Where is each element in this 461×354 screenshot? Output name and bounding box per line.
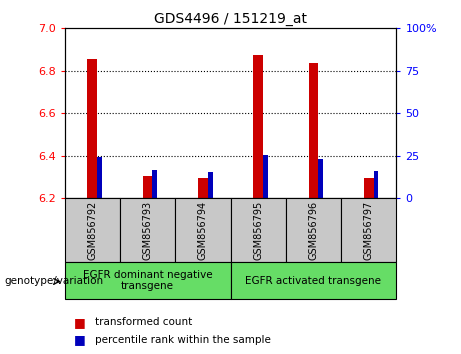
Bar xyxy=(364,178,374,198)
Text: percentile rank within the sample: percentile rank within the sample xyxy=(95,335,271,345)
Text: GSM856796: GSM856796 xyxy=(308,200,319,260)
Bar xyxy=(198,178,208,198)
Bar xyxy=(120,198,175,262)
Bar xyxy=(253,55,263,198)
Bar xyxy=(373,171,378,198)
Bar xyxy=(263,155,268,198)
Bar xyxy=(175,198,230,262)
Bar xyxy=(230,262,396,299)
Text: GSM856795: GSM856795 xyxy=(253,200,263,260)
Bar xyxy=(308,63,319,198)
Bar xyxy=(65,198,120,262)
Bar xyxy=(65,262,230,299)
Bar xyxy=(341,198,396,262)
Text: transformed count: transformed count xyxy=(95,317,192,327)
Text: GSM856797: GSM856797 xyxy=(364,200,374,260)
Bar xyxy=(230,198,286,262)
Bar xyxy=(152,170,157,198)
Bar xyxy=(87,59,97,198)
Text: genotype/variation: genotype/variation xyxy=(5,276,104,286)
Bar xyxy=(142,176,153,198)
Title: GDS4496 / 151219_at: GDS4496 / 151219_at xyxy=(154,12,307,26)
Bar xyxy=(97,157,102,198)
Text: ■: ■ xyxy=(74,333,85,346)
Bar xyxy=(207,172,213,198)
Text: EGFR dominant negative
transgene: EGFR dominant negative transgene xyxy=(83,270,213,291)
Bar xyxy=(318,159,323,198)
Bar xyxy=(286,198,341,262)
Text: GSM856792: GSM856792 xyxy=(87,200,97,260)
Text: ■: ■ xyxy=(74,316,85,329)
Text: EGFR activated transgene: EGFR activated transgene xyxy=(245,275,382,286)
Text: GSM856794: GSM856794 xyxy=(198,200,208,260)
Text: GSM856793: GSM856793 xyxy=(142,200,153,260)
